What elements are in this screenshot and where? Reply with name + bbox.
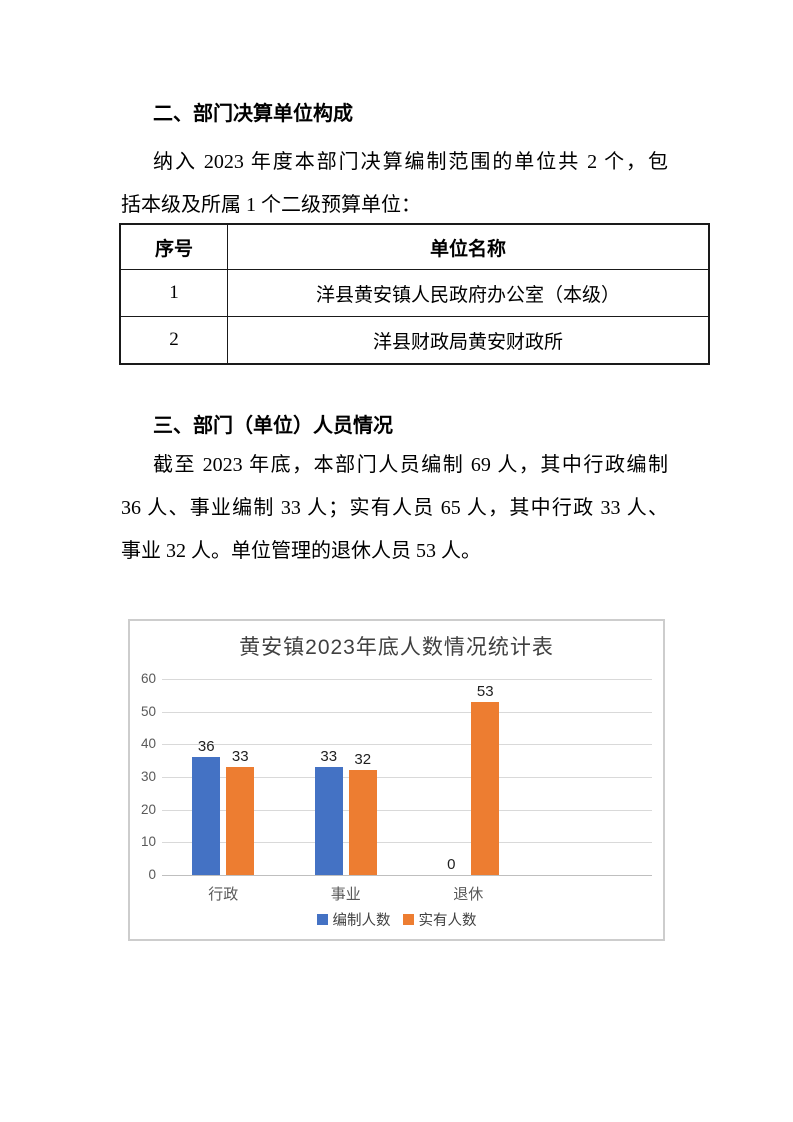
section2-paragraph-line: 括本级及所属 1 个二级预算单位： [121,194,421,216]
y-axis-tick-label: 30 [140,769,156,784]
section2-paragraph-line: 纳入 2023 年度本部门决算编制范围的单位共 2 个，包 [153,151,668,173]
table-row: 2 洋县财政局黄安财政所 [119,316,710,365]
staff-bar-chart: 黄安镇2023年底人数情况统计表 0 10 20 30 40 50 60 36 33 行政 33 32… [128,619,665,941]
section2-heading: 二、部门决算单位构成 [153,103,353,125]
table-header-cell-name: 单位名称 [227,223,710,270]
gridline [162,777,652,778]
chart-title: 黄安镇2023年底人数情况统计表 [239,636,554,659]
gridline [162,875,652,876]
gridline [162,711,652,713]
bar-退休-实有人数 [471,701,500,875]
bar-事业-实有人数 [348,770,377,875]
y-axis-tick-label: 20 [140,801,156,817]
table-cell-no: 1 [119,269,228,317]
bar-行政-实有人数 [226,767,255,875]
table-cell-no: 2 [119,316,228,365]
table-header-row: 序号 单位名称 [119,223,710,270]
y-axis-tick-label: 40 [140,736,156,752]
bar-value-label: 33 [231,748,249,766]
legend-item: 编制人数 [316,909,391,930]
section3-paragraph-line: 事业 32 人。单位管理的退休人员 53 人。 [121,540,481,562]
bar-事业-编制人数 [314,767,343,875]
bar-value-label: 32 [354,751,372,769]
units-table: 序号 单位名称 1 洋县黄安镇人民政府办公室（本级） 2 洋县财政局黄安财政所 [119,223,710,365]
x-category-label: 事业 [330,886,361,903]
y-axis-tick-label: 50 [140,703,156,719]
table-row: 1 洋县黄安镇人民政府办公室（本级） [119,269,710,317]
legend-item: 实有人数 [402,909,477,930]
table-cell-name: 洋县黄安镇人民政府办公室（本级） [227,269,710,317]
legend-swatch-series2 [402,914,414,925]
y-axis-tick-label: 10 [140,834,156,850]
legend-swatch-series1 [316,914,328,925]
gridline [162,679,652,680]
legend-label: 实有人数 [418,913,477,929]
y-axis-tick-label: 60 [140,671,156,686]
chart-legend: 编制人数 实有人数 [130,909,663,930]
bar-value-label: 0 [447,856,456,873]
section3-heading: 三、部门（单位）人员情况 [153,415,393,437]
chart-plot-area: 0 10 20 30 40 50 60 36 33 行政 33 32 事业 0 53 退休 [130,621,663,939]
bar-行政-编制人数 [192,757,221,875]
y-axis-tick-label: 0 [148,867,156,882]
bar-value-label: 53 [476,682,494,700]
x-category-label: 行政 [208,886,239,903]
legend-label: 编制人数 [332,913,391,929]
gridline [162,809,652,811]
x-category-label: 退休 [453,886,484,903]
section3-paragraph-line: 截至 2023 年底，本部门人员编制 69 人，其中行政编制 [153,454,668,476]
section3-paragraph-line: 36 人、事业编制 33 人；实有人员 65 人，其中行政 33 人、 [121,497,668,519]
bar-value-label: 33 [320,748,338,766]
table-cell-name: 洋县财政局黄安财政所 [227,316,710,365]
table-header-cell-no: 序号 [119,223,228,270]
bar-value-label: 36 [197,738,215,756]
gridline [162,744,652,746]
gridline [162,842,652,844]
